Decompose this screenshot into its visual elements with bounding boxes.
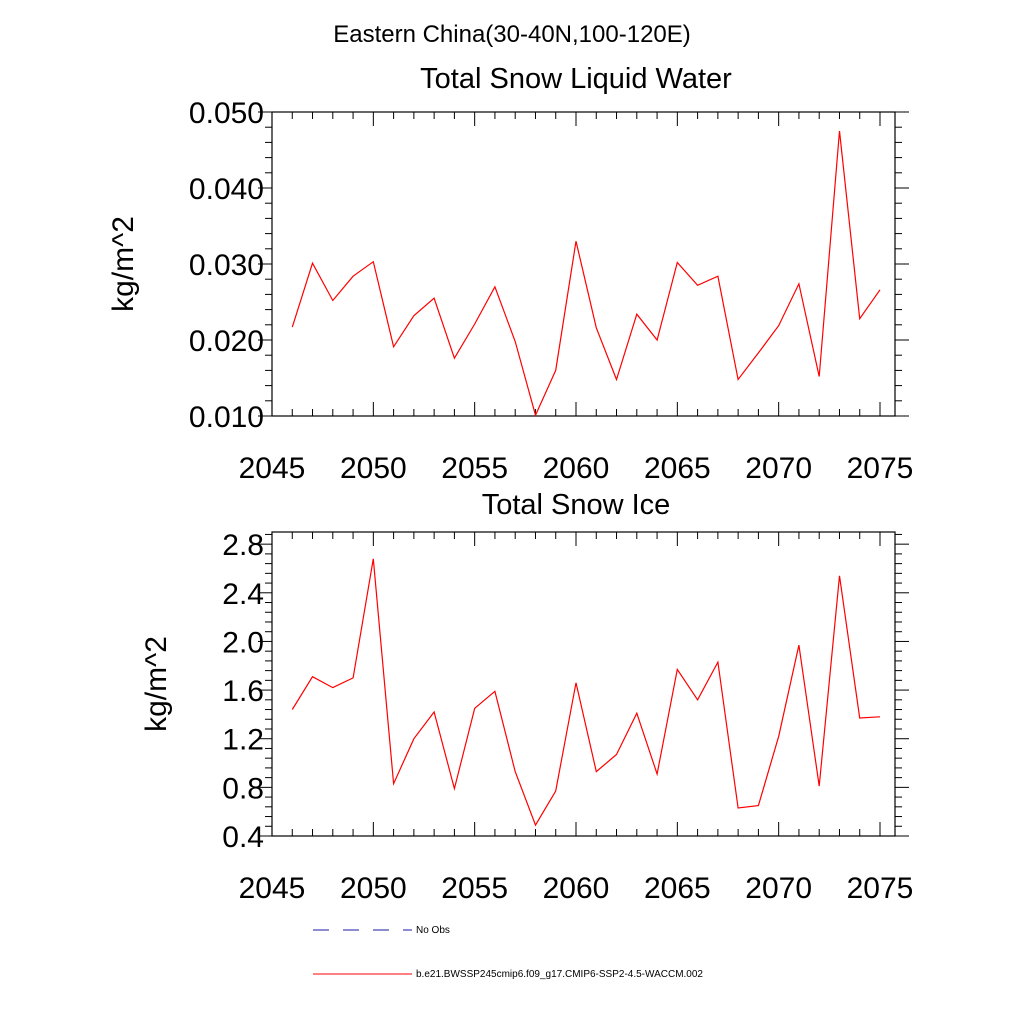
x-tick-label: 2060 [543,452,610,485]
y-tick-label: 2.4 [222,578,264,611]
plot-frame [271,531,896,837]
y-tick-label: 0.050 [189,97,264,130]
x-tick-label: 2070 [745,872,812,905]
figure-title: Eastern China(30-40N,100-120E) [333,21,691,48]
x-tick-label: 2065 [644,452,711,485]
series-line [291,130,881,417]
x-tick-label: 2045 [239,872,306,905]
y-tick-label: 2.0 [222,626,264,659]
y-axis-label: kg/m^2 [107,216,140,312]
x-tick-label: 2050 [340,452,407,485]
x-tick-label: 2075 [847,872,914,905]
y-tick-label: 0.040 [189,173,264,206]
y-tick-label: 0.4 [222,821,264,854]
x-tick-label: 2070 [745,452,812,485]
y-tick-label: 2.8 [222,529,264,562]
chart-title: Total Snow Liquid Water [420,63,732,95]
x-tick-label: 2065 [644,872,711,905]
x-tick-label: 2075 [847,452,914,485]
chart-title: Total Snow Ice [482,489,671,521]
plot-frame [271,111,896,417]
y-tick-label: 1.6 [222,675,264,708]
x-tick-label: 2060 [543,872,610,905]
y-axis-label: kg/m^2 [140,636,173,732]
x-tick-label: 2050 [340,872,407,905]
y-tick-label: 1.2 [222,724,264,757]
y-tick-label: 0.8 [222,772,264,805]
x-tick-label: 2055 [441,452,508,485]
x-tick-label: 2055 [441,872,508,905]
legend-label-model-run: b.e21.BWSSP245cmip6.f09_g17.CMIP6-SSP2-4… [416,969,703,980]
legend: No Obs b.e21.BWSSP245cmip6.f09_g17.CMIP6… [313,925,703,980]
y-tick-label: 0.020 [189,325,264,358]
series-line [291,558,881,827]
chart-panel-snow-ice: Total Snow Ice kg/m^2 2045 2050 2055 2060 20… [140,489,913,905]
y-tick-label: 0.010 [189,401,264,434]
chart-panel-snow-liquid-water: Total Snow Liquid Water kg/m^2 2045 2050 2… [107,63,913,485]
y-tick-label: 0.030 [189,249,264,282]
x-tick-label: 2045 [239,452,306,485]
legend-label-no-obs: No Obs [416,925,450,936]
